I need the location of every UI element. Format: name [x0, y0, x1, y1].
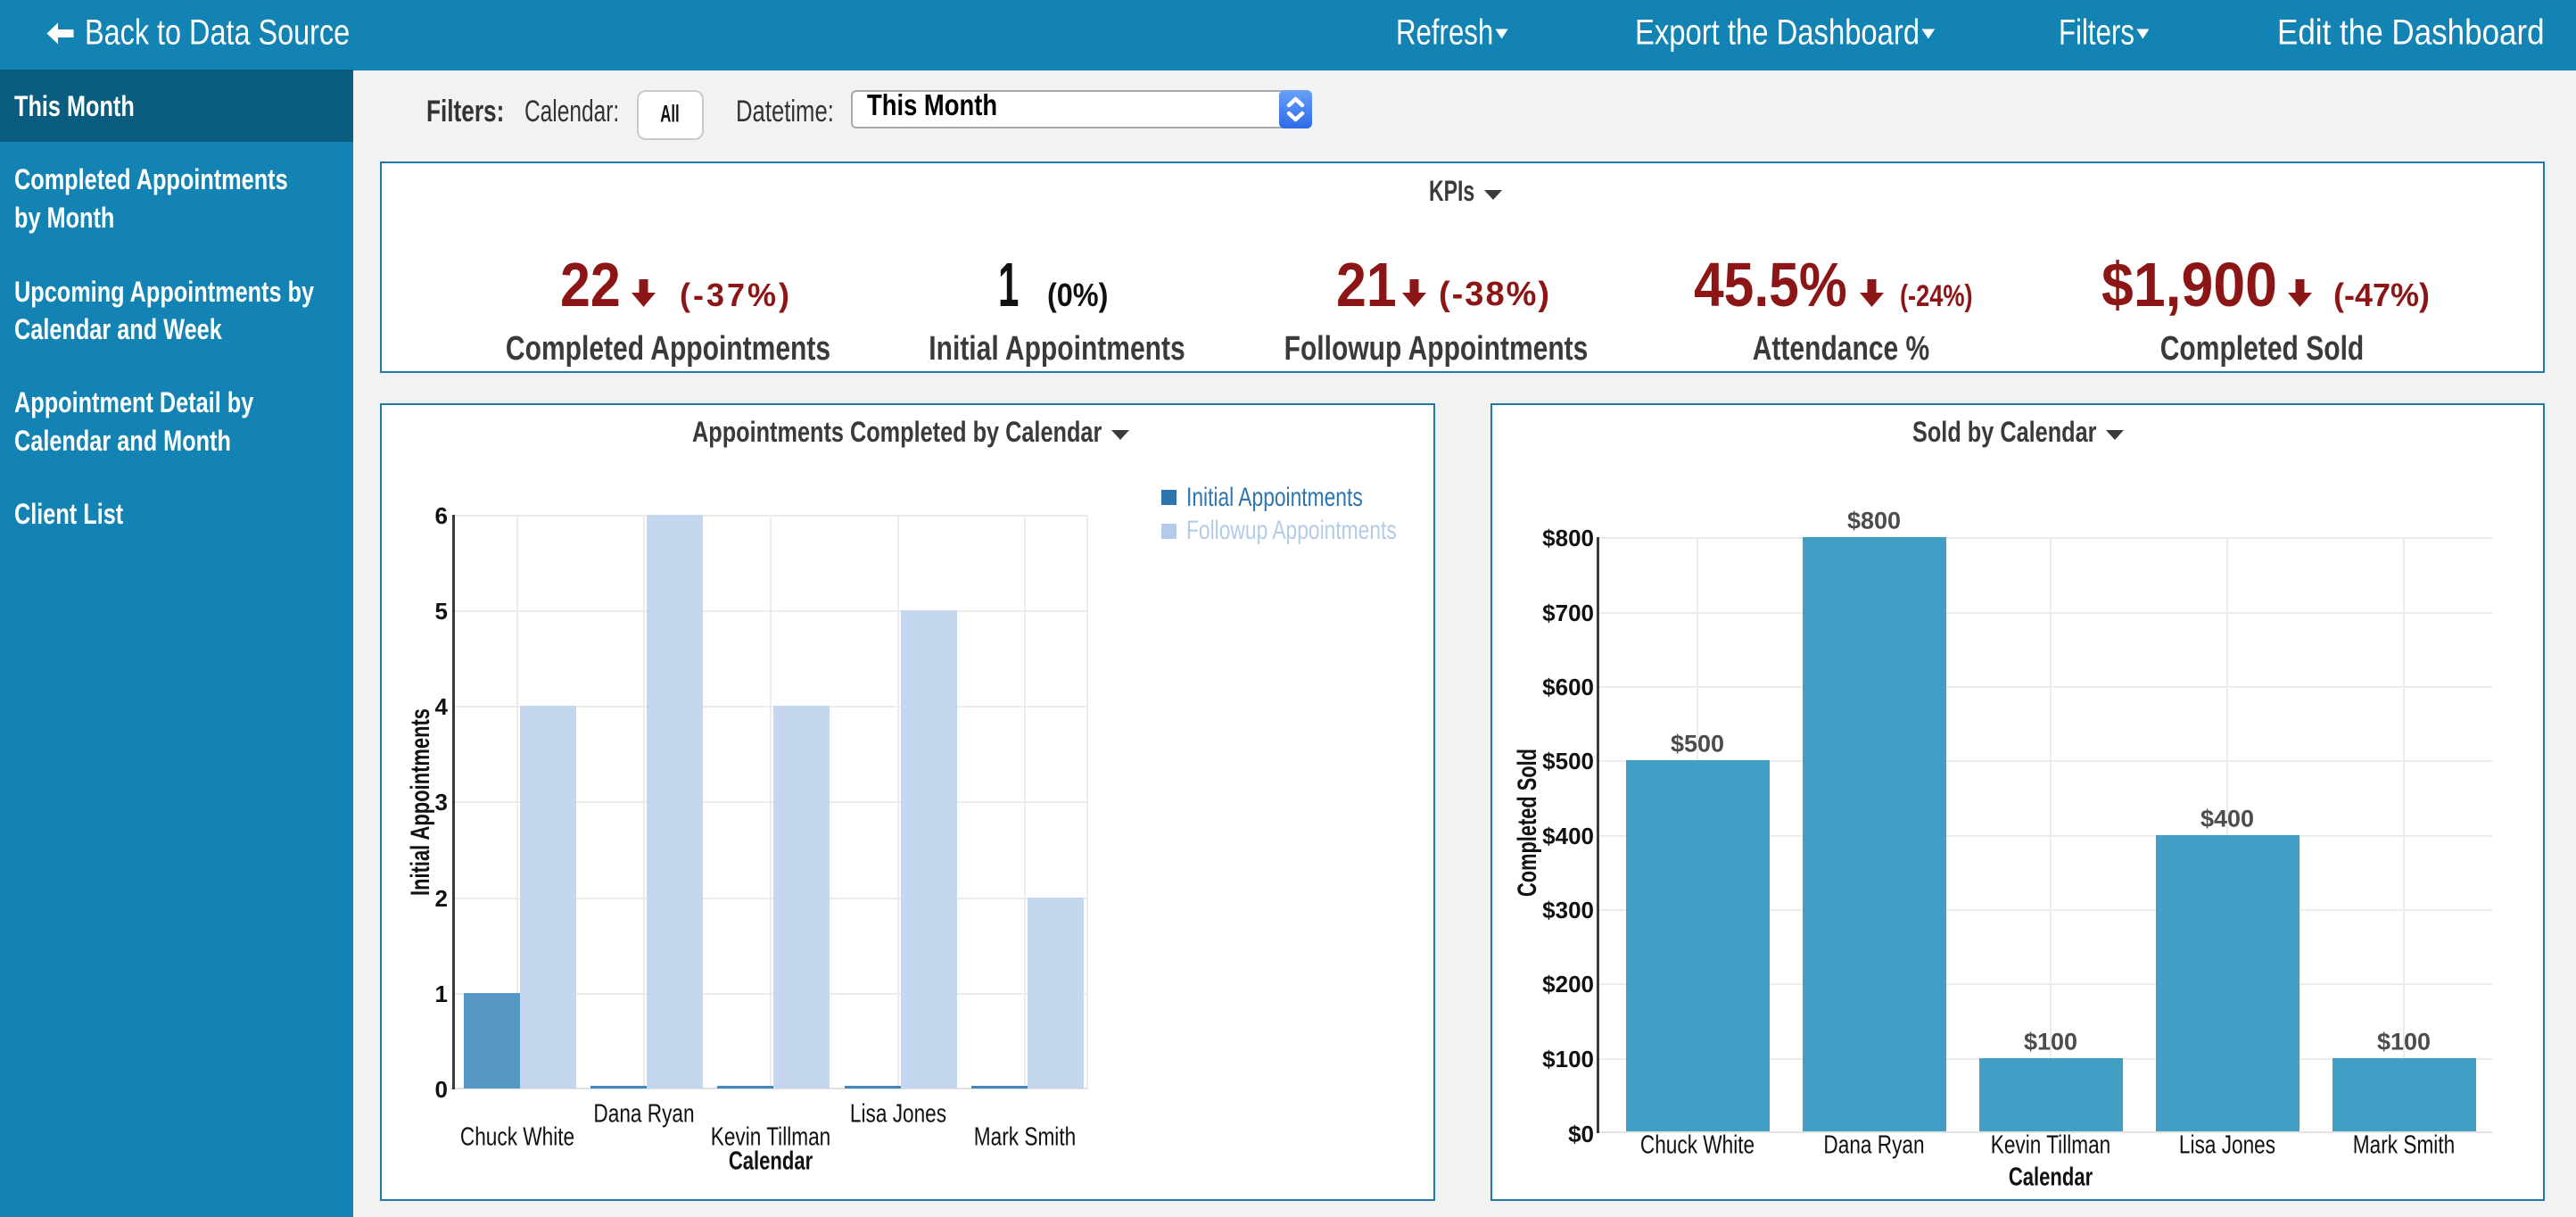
svg-text:Initial Appointments: Initial Appointments [406, 708, 435, 896]
svg-text:Completed Sold: Completed Sold [1513, 749, 1542, 897]
